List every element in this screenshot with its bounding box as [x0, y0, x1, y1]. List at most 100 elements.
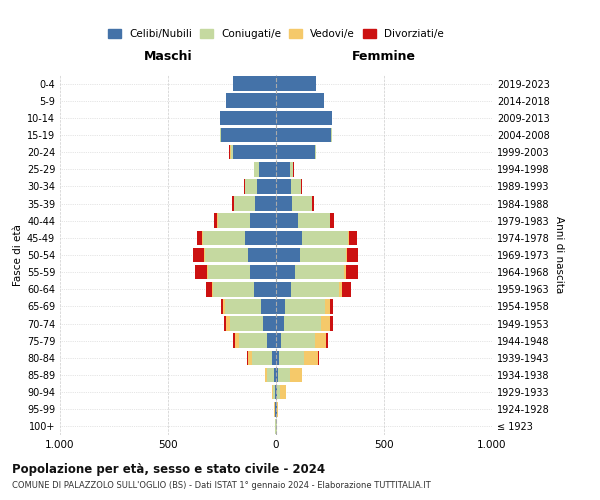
Bar	[276, 248, 300, 262]
Bar	[298, 214, 330, 228]
Bar	[220, 128, 221, 142]
Bar	[338, 282, 342, 296]
Bar	[295, 265, 344, 280]
Bar	[233, 145, 276, 160]
Bar	[268, 334, 276, 348]
Bar	[230, 145, 233, 160]
Bar	[257, 179, 276, 194]
Bar	[221, 299, 223, 314]
Bar	[254, 282, 276, 296]
Bar	[196, 265, 208, 280]
Bar	[330, 299, 332, 314]
Bar	[233, 76, 276, 91]
Bar	[235, 334, 239, 348]
Bar	[233, 334, 235, 348]
Bar	[346, 248, 347, 262]
Bar	[276, 145, 315, 160]
Text: Femmine: Femmine	[352, 50, 416, 63]
Text: Popolazione per età, sesso e stato civile - 2024: Popolazione per età, sesso e stato civil…	[12, 462, 325, 475]
Bar	[279, 350, 304, 365]
Bar	[221, 128, 276, 142]
Bar	[261, 299, 276, 314]
Bar	[276, 214, 298, 228]
Bar	[302, 230, 349, 245]
Bar	[276, 76, 316, 91]
Bar	[276, 385, 277, 400]
Bar	[193, 248, 204, 262]
Text: Maschi: Maschi	[143, 50, 193, 63]
Bar	[197, 230, 202, 245]
Bar	[218, 214, 250, 228]
Bar	[220, 110, 276, 125]
Bar	[245, 230, 276, 245]
Bar	[325, 299, 330, 314]
Bar	[349, 230, 356, 245]
Bar	[239, 334, 268, 348]
Bar	[248, 248, 276, 262]
Bar	[284, 299, 325, 314]
Bar	[275, 402, 276, 416]
Bar	[344, 265, 346, 280]
Text: COMUNE DI PALAZZOLO SULL'OGLIO (BS) - Dati ISTAT 1° gennaio 2024 - Elaborazione : COMUNE DI PALAZZOLO SULL'OGLIO (BS) - Da…	[12, 481, 431, 490]
Bar	[291, 179, 301, 194]
Bar	[277, 402, 278, 416]
Bar	[276, 128, 331, 142]
Bar	[318, 350, 319, 365]
Bar	[300, 248, 346, 262]
Bar	[226, 94, 276, 108]
Bar	[245, 179, 257, 194]
Bar	[208, 265, 250, 280]
Bar	[265, 368, 268, 382]
Bar	[276, 230, 302, 245]
Bar	[223, 299, 225, 314]
Bar	[276, 368, 278, 382]
Bar	[248, 350, 252, 365]
Bar	[214, 282, 254, 296]
Bar	[224, 316, 226, 331]
Bar	[263, 316, 276, 331]
Bar	[272, 385, 273, 400]
Bar	[234, 196, 256, 211]
Bar	[278, 368, 290, 382]
Bar	[274, 368, 276, 382]
Bar	[214, 214, 217, 228]
Bar	[330, 316, 332, 331]
Bar	[232, 196, 234, 211]
Bar	[315, 145, 316, 160]
Bar	[212, 282, 214, 296]
Bar	[273, 385, 275, 400]
Bar	[292, 196, 311, 211]
Bar	[304, 350, 318, 365]
Bar	[280, 385, 286, 400]
Bar	[276, 265, 295, 280]
Bar	[342, 282, 350, 296]
Bar	[276, 162, 290, 176]
Bar	[290, 162, 293, 176]
Bar	[225, 299, 261, 314]
Legend: Celibi/Nubili, Coniugati/e, Vedovi/e, Divorziati/e: Celibi/Nubili, Coniugati/e, Vedovi/e, Di…	[104, 24, 448, 43]
Bar	[281, 334, 315, 348]
Bar	[277, 385, 280, 400]
Bar	[315, 334, 326, 348]
Bar	[276, 94, 323, 108]
Bar	[331, 214, 334, 228]
Bar	[206, 282, 212, 296]
Bar	[247, 350, 248, 365]
Y-axis label: Anni di nascita: Anni di nascita	[554, 216, 563, 294]
Bar	[312, 196, 314, 211]
Bar	[326, 334, 328, 348]
Bar	[276, 196, 292, 211]
Bar	[275, 385, 276, 400]
Bar	[250, 214, 276, 228]
Bar	[244, 179, 245, 194]
Bar	[254, 162, 259, 176]
Bar	[226, 316, 230, 331]
Bar	[276, 334, 281, 348]
Bar	[203, 230, 245, 245]
Bar	[276, 282, 291, 296]
Bar	[259, 162, 276, 176]
Bar	[276, 350, 279, 365]
Bar	[276, 110, 332, 125]
Bar	[322, 316, 330, 331]
Bar	[347, 248, 358, 262]
